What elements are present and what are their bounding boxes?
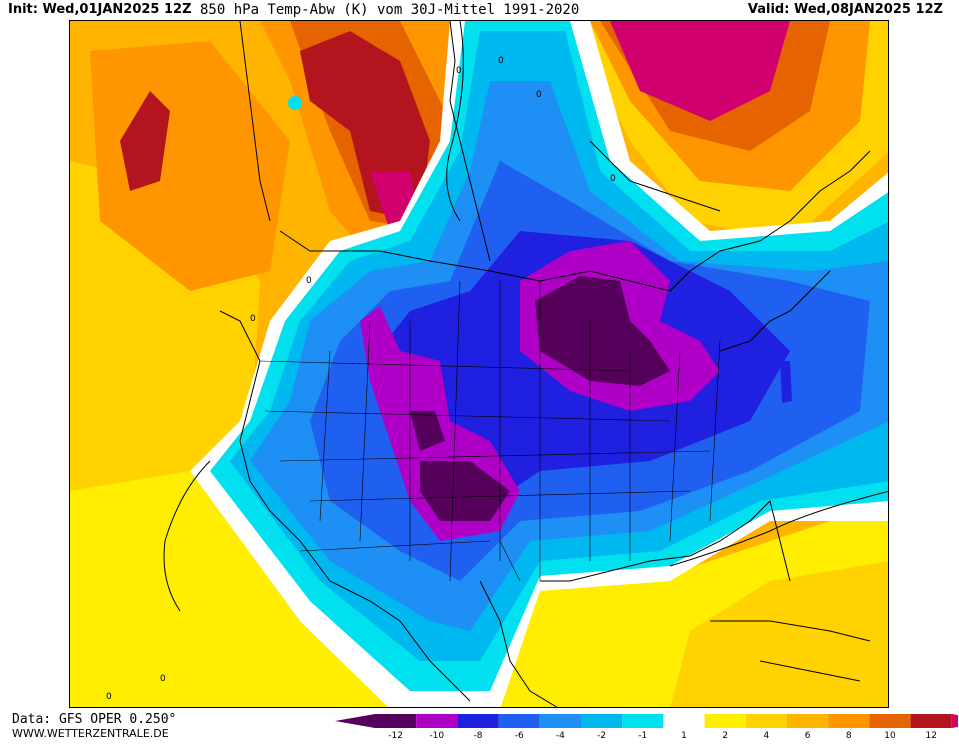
field-red-nw [120,91,170,191]
legend-swatch [581,714,623,728]
field-darkpurple-rockies [420,461,510,521]
legend-swatch [457,714,499,728]
valid-time-label: Valid: Wed,08JAN2025 12Z [747,2,943,17]
contour-label: 0 [456,66,462,76]
legend-swatch [787,714,829,728]
legend-tick-label: -6 [515,731,524,741]
map-title: 850 hPa Temp-Abw (K) vom 30J-Mittel 1991… [200,2,580,18]
field-pale-southeast [670,561,888,707]
field-darkpurple-rockies-north [410,411,445,451]
legend-tick-label: 8 [846,731,852,741]
contour-labels: 0 0 0 0 0 0 0 0 [106,56,616,702]
legend-swatch [828,714,870,728]
legend-arrow-low [335,714,375,728]
legend-swatch [704,714,746,728]
legend-tick-label: 12 [925,731,936,741]
legend-swatch [869,714,911,728]
legend-swatch [375,714,417,728]
data-source-label: Data: GFS OPER 0.250° [12,712,177,727]
contour-label: 0 [610,174,616,184]
legend-tick-label: -2 [597,731,606,741]
zero-contour-west [163,460,211,612]
contour-label: 0 [250,314,256,324]
contour-label: 0 [106,692,112,702]
zero-contour-east [669,490,888,567]
coastline-lines [219,21,871,707]
legend-tick-label: 2 [722,731,728,741]
legend-tick-label: -1 [638,731,647,741]
website-label: WWW.WETTERZENTRALE.DE [12,727,169,740]
legend-tick-label: -8 [474,731,483,741]
legend-tick-label: 6 [805,731,811,741]
init-time-label: Init: Wed,01JAN2025 12Z [8,2,192,17]
zero-contour-north [446,21,464,222]
legend-swatch [745,714,787,728]
legend-tick-label: 1 [681,731,687,741]
legend-arrow-high [951,714,959,728]
field-magenta-ne [610,21,790,121]
legend-tick-label: -10 [429,731,444,741]
field-orange-nw [90,41,290,291]
legend-swatch [498,714,540,728]
contour-label: 0 [498,56,504,66]
legend-swatch [910,714,952,728]
legend-swatch [539,714,581,728]
legend-swatch [416,714,458,728]
color-legend: -12 -10 -8 -6 -4 -2 -1 1 2 4 6 8 10 12 [335,712,959,741]
contour-label: 0 [536,90,542,100]
field-yellow-south [70,471,398,707]
contour-label: 0 [306,276,312,286]
state-borders [259,280,721,582]
legend-tick-label: 10 [884,731,896,741]
field-purple-atlantic [780,361,792,403]
field-darkpurple-greatlakes [535,276,670,386]
field-small-cyan-alaska [288,96,302,110]
legend-swatch [622,714,664,728]
temperature-anomaly-map: 0 0 0 0 0 0 0 0 [69,20,889,708]
legend-tick-label: 4 [764,731,770,741]
contour-label: 0 [160,674,166,684]
legend-swatch [663,714,705,728]
legend-tick-label: -4 [556,731,565,741]
legend-tick-label: -12 [388,731,403,741]
